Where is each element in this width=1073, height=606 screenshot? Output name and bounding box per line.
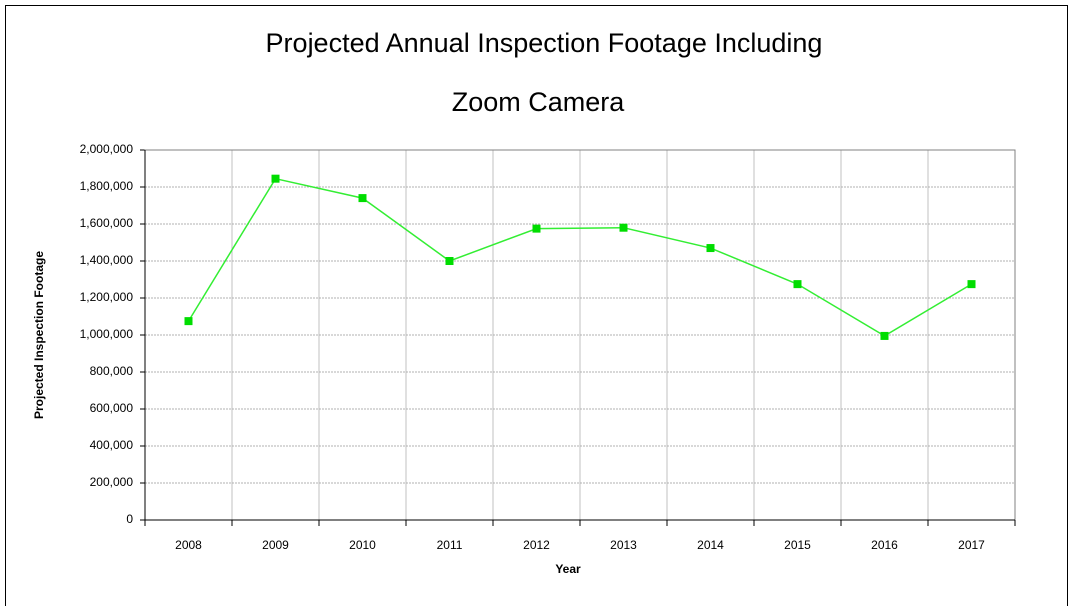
x-tick-label: 2009: [262, 538, 289, 552]
x-axis-title: Year: [555, 562, 581, 576]
data-point: [358, 194, 367, 203]
x-tick-label: 2011: [437, 538, 463, 552]
chart-border: [5, 5, 1068, 606]
y-tick-label: 800,000: [90, 364, 134, 378]
x-tick-label: 2016: [871, 538, 898, 552]
data-point: [271, 174, 280, 183]
y-tick-label: 200,000: [90, 475, 134, 489]
y-tick-label: 1,800,000: [80, 179, 134, 193]
y-tick-label: 0: [126, 512, 133, 526]
y-tick-label: 1,400,000: [80, 253, 134, 267]
chart-title: Projected Annual Inspection Footage Incl…: [266, 28, 823, 58]
series-line: [187, 177, 972, 337]
x-tick-label: 2015: [784, 538, 811, 552]
y-axis-title: Projected Inspection Footage: [32, 251, 46, 419]
data-point: [967, 280, 976, 289]
x-tick-label: 2017: [958, 538, 985, 552]
y-tick-label: 2,000,000: [80, 142, 134, 156]
data-point: [619, 223, 628, 232]
y-tick-label: 1,200,000: [80, 290, 134, 304]
y-tick-label: 600,000: [90, 401, 134, 415]
x-tick-label: 2010: [349, 538, 376, 552]
data-point: [532, 224, 541, 233]
x-tick-label: 2013: [610, 538, 637, 552]
x-tick-label: 2014: [697, 538, 724, 552]
chart-title: Zoom Camera: [452, 87, 626, 117]
data-point: [880, 331, 889, 340]
data-point: [793, 280, 802, 289]
x-tick-label: 2008: [175, 538, 202, 552]
y-tick-label: 400,000: [90, 438, 134, 452]
x-tick-label: 2012: [523, 538, 550, 552]
y-tick-label: 1,000,000: [80, 327, 134, 341]
y-tick-label: 1,600,000: [80, 216, 134, 230]
data-point: [706, 244, 715, 253]
data-point: [445, 257, 454, 265]
data-point: [184, 317, 193, 326]
